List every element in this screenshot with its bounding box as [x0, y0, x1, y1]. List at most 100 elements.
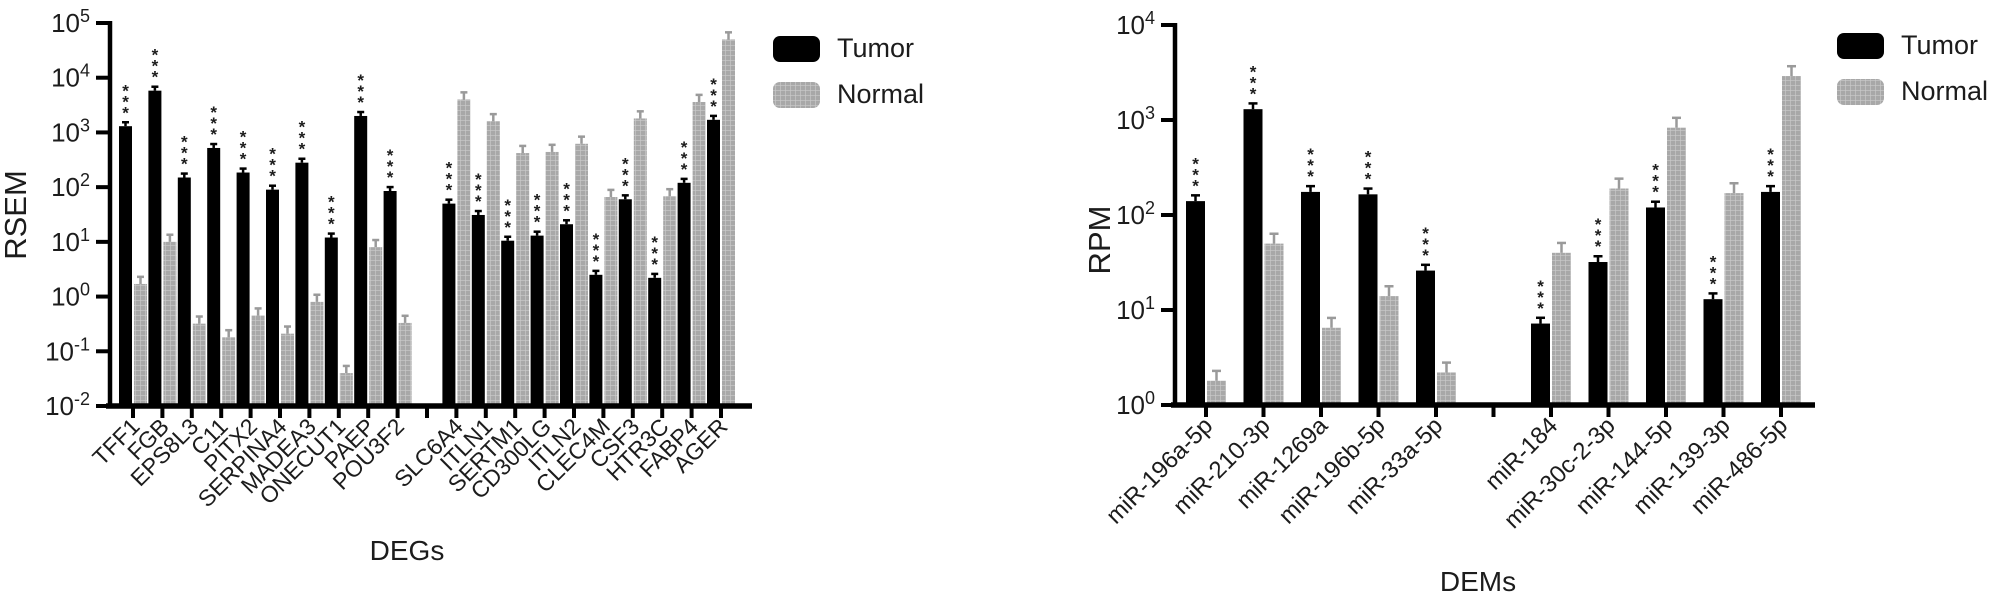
significance-asterisk-SERPINA4-0: *: [269, 167, 276, 186]
bar-tumor-EPS8L3: [177, 177, 191, 406]
significance-asterisk-SERTM1-0: *: [504, 218, 511, 237]
bar-tumor-SERTM1: [501, 240, 515, 406]
y-tick-label-10e-2: 10-2: [45, 389, 90, 421]
bar-tumor-miR-486-5p: [1761, 191, 1780, 405]
y-tick-label-10e0: 100: [1116, 388, 1155, 420]
bar-tumor-CSF3: [618, 199, 632, 406]
bar-normal-POU3F2: [398, 322, 412, 406]
significance-asterisk-MADEA3-0: *: [299, 140, 306, 159]
significance-asterisk-miR-486-5p-1: *: [1767, 156, 1774, 175]
bar-tumor-CD300LG: [530, 235, 544, 406]
y-tick-label-10e4: 104: [1116, 8, 1155, 40]
bar-tumor-HTR3C: [648, 277, 662, 406]
y-tick-label-10e5: 105: [51, 6, 90, 38]
significance-asterisk-SERTM1-1: *: [504, 207, 511, 226]
significance-asterisk-ITLN1-0: *: [475, 192, 482, 211]
bar-normal-EPS8L3: [192, 323, 206, 406]
bar-normal-AGER: [722, 39, 735, 406]
significance-asterisk-CSF3-0: *: [622, 176, 629, 195]
y-tick-label-10e3: 103: [51, 115, 90, 147]
legend-swatch-normal: [773, 82, 820, 108]
x-axis-title: DEMs: [1440, 566, 1516, 597]
significance-asterisk-HTR3C-2: *: [651, 233, 658, 252]
significance-asterisk-ITLN1-2: *: [475, 170, 482, 189]
significance-asterisk-miR-196a-5p-1: *: [1192, 165, 1199, 184]
significance-asterisk-SERPINA4-1: *: [269, 156, 276, 175]
significance-asterisk-miR-184-2: *: [1537, 277, 1544, 296]
bar-normal-miR-139-3p: [1724, 193, 1744, 405]
bar-tumor-miR-33a-5p: [1416, 270, 1435, 405]
y-tick-label-10e1: 101: [1116, 293, 1155, 325]
significance-asterisk-ITLN1-1: *: [475, 181, 482, 200]
y-tick-label-10e2: 102: [1116, 198, 1155, 230]
legend-swatch-tumor: [773, 36, 820, 62]
bar-normal-ITLN2: [575, 143, 588, 406]
bar-normal-ONECUT1: [339, 373, 353, 406]
significance-asterisk-EPS8L3-0: *: [181, 155, 188, 174]
significance-asterisk-TFF1-1: *: [122, 92, 129, 111]
legend-label-normal: Normal: [837, 79, 924, 109]
significance-asterisk-miR-139-3p-2: *: [1710, 252, 1717, 271]
significance-asterisk-PAEP-0: *: [357, 93, 364, 112]
bar-tumor-miR-1269a: [1301, 191, 1320, 405]
significance-asterisk-AGER-0: *: [710, 97, 717, 116]
significance-asterisk-SLC6A4-1: *: [446, 170, 453, 189]
significance-asterisk-PITX2-2: *: [240, 128, 247, 147]
bar-tumor-miR-196b-5p: [1358, 194, 1378, 405]
bar-tumor-ITLN1: [471, 214, 485, 406]
bar-normal-miR-196a-5p: [1207, 380, 1226, 405]
significance-asterisk-CD300LG-1: *: [534, 202, 541, 221]
significance-asterisk-PITX2-1: *: [240, 139, 247, 158]
significance-asterisk-POU3F2-1: *: [387, 157, 394, 176]
significance-asterisk-miR-210-3p-0: *: [1250, 84, 1257, 103]
x-axis-title: DEGs: [370, 535, 445, 566]
bar-normal-miR-210-3p: [1264, 243, 1284, 405]
bar-tumor-CLEC4M: [589, 274, 603, 406]
significance-asterisk-MADEA3-1: *: [299, 129, 306, 148]
bar-normal-SERTM1: [516, 153, 530, 406]
bar-tumor-SLC6A4: [442, 203, 456, 406]
significance-asterisk-FABP4-2: *: [681, 138, 688, 157]
significance-asterisk-miR-1269a-1: *: [1307, 156, 1314, 175]
bar-normal-CD300LG: [545, 151, 559, 406]
significance-asterisk-PAEP-2: *: [357, 71, 364, 90]
bar-tumor-ONECUT1: [324, 237, 338, 406]
significance-asterisk-CLEC4M-2: *: [593, 230, 600, 249]
significance-asterisk-CLEC4M-0: *: [593, 252, 600, 271]
significance-asterisk-SERTM1-2: *: [504, 196, 511, 215]
significance-asterisk-CSF3-1: *: [622, 165, 629, 184]
significance-asterisk-C11-1: *: [210, 114, 217, 133]
significance-asterisk-CLEC4M-1: *: [593, 241, 600, 260]
y-tick-label-10e4: 104: [51, 61, 90, 93]
significance-asterisk-ONECUT1-0: *: [328, 215, 335, 234]
significance-asterisk-miR-30c-2-3p-0: *: [1595, 237, 1602, 256]
significance-asterisk-ITLN2-1: *: [563, 190, 570, 209]
significance-asterisk-miR-486-5p-2: *: [1767, 145, 1774, 164]
significance-asterisk-miR-144-5p-1: *: [1652, 172, 1659, 191]
legend-swatch-tumor: [1837, 33, 1884, 59]
y-tick-label-10e1: 101: [51, 225, 90, 257]
significance-asterisk-miR-1269a-0: *: [1307, 167, 1314, 186]
y-tick-label-10e2: 102: [51, 170, 90, 202]
bar-normal-FABP4: [692, 101, 706, 406]
significance-asterisk-POU3F2-0: *: [387, 168, 394, 187]
legend-swatch-normal: [1837, 79, 1884, 105]
bar-normal-miR-30c-2-3p: [1609, 188, 1629, 405]
bar-normal-miR-1269a: [1322, 327, 1341, 405]
significance-asterisk-miR-33a-5p-2: *: [1422, 224, 1429, 243]
significance-asterisk-PITX2-0: *: [240, 150, 247, 169]
significance-asterisk-EPS8L3-1: *: [181, 144, 188, 163]
significance-asterisk-miR-30c-2-3p-1: *: [1595, 226, 1602, 245]
significance-asterisk-TFF1-0: *: [122, 103, 129, 122]
significance-asterisk-AGER-2: *: [710, 75, 717, 94]
bar-normal-HTR3C: [663, 196, 677, 406]
bar-tumor-AGER: [707, 119, 720, 406]
bar-tumor-POU3F2: [383, 191, 397, 406]
bar-tumor-miR-144-5p: [1646, 207, 1665, 405]
y-tick-label-10e0: 100: [51, 280, 90, 312]
significance-asterisk-SERPINA4-2: *: [269, 145, 276, 164]
bar-tumor-miR-139-3p: [1703, 299, 1723, 405]
significance-asterisk-CD300LG-0: *: [534, 213, 541, 232]
